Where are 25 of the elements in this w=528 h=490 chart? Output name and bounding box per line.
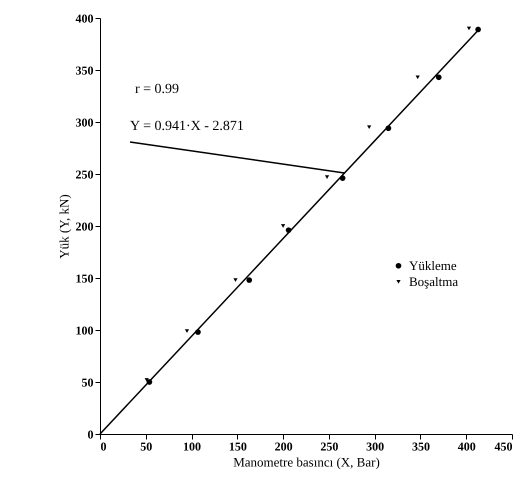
x-tick-label: 200: [274, 440, 293, 454]
x-tick-label: 300: [366, 440, 384, 454]
y-tick-label: 200: [76, 220, 94, 234]
x-tick-label: 400: [458, 440, 476, 454]
y-tick-label: 300: [76, 116, 94, 130]
x-tick-label: 450: [494, 440, 512, 454]
x-tick-label: 50: [140, 440, 152, 454]
x-axis-title: Manometre basıncı (X, Bar): [233, 454, 380, 470]
y-tick-label: 50: [82, 376, 94, 390]
x-tick-label: 350: [412, 440, 430, 454]
y-tick-label: 0: [88, 428, 94, 442]
legend-label: Yükleme: [409, 258, 457, 273]
x-tick-label: 250: [320, 440, 338, 454]
y-tick-label: 250: [76, 168, 94, 182]
annotation: Y = 0.941·X - 2.871: [130, 119, 244, 134]
y-tick-label: 350: [76, 64, 94, 78]
y-axis-title: Yük (Y, kN): [56, 194, 72, 259]
annotation: r = 0.99: [135, 82, 180, 97]
legend-label: Boşaltma: [409, 274, 458, 289]
y-tick-label: 150: [76, 272, 94, 286]
x-tick-label: 100: [183, 440, 202, 454]
x-tick-label: 0: [100, 440, 106, 454]
x-tick-label: 150: [228, 440, 247, 454]
y-tick-label: 400: [76, 12, 94, 26]
y-tick-label: 100: [76, 324, 94, 338]
